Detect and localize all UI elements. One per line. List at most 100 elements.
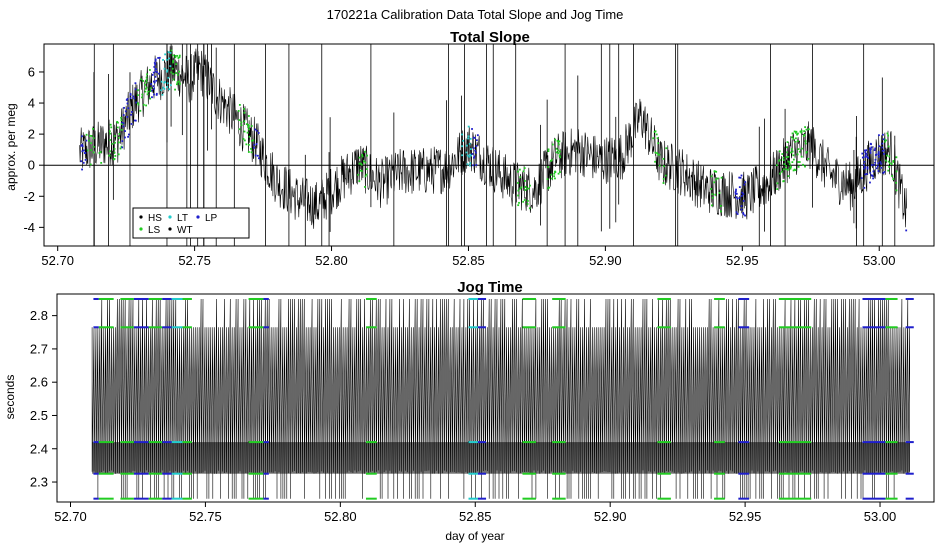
calibration-point-lp bbox=[741, 191, 744, 194]
calibration-point-lp bbox=[866, 167, 869, 170]
calibration-point-ls bbox=[175, 72, 178, 74]
calibration-point-lp bbox=[155, 68, 158, 71]
calibration-point-lp bbox=[872, 177, 875, 180]
jog-point-lp bbox=[162, 497, 172, 500]
calibration-point-ls bbox=[713, 181, 716, 184]
jog-point-ls bbox=[120, 297, 134, 300]
jog-point-ls bbox=[248, 497, 264, 500]
calibration-point-lp bbox=[81, 150, 84, 153]
jog-point-ls bbox=[522, 326, 536, 329]
calibration-point-lp bbox=[81, 145, 84, 148]
legend-marker-lt bbox=[168, 215, 172, 219]
jog-point-ls bbox=[120, 472, 134, 475]
jog-point-ls bbox=[522, 472, 536, 475]
calibration-point-lt bbox=[470, 148, 472, 150]
calibration-point-lp bbox=[133, 119, 136, 122]
calibration-point-ls bbox=[783, 163, 786, 166]
calibration-point-lt bbox=[166, 82, 169, 85]
jog-point-ls bbox=[98, 297, 114, 300]
calibration-point-lp bbox=[882, 138, 885, 141]
calibration-point-ls bbox=[891, 175, 894, 177]
calibration-point-lp bbox=[735, 196, 737, 199]
total-slope-x-axis: 52.70 52.75 52.80 52.85 52.90 52.95 53.00 bbox=[41, 246, 896, 268]
calibration-point-lp bbox=[860, 177, 863, 179]
calibration-point-lp bbox=[154, 75, 157, 78]
calibration-point-ls bbox=[149, 87, 152, 90]
calibration-point-ls bbox=[360, 163, 363, 166]
calibration-point-lp bbox=[864, 173, 867, 176]
calibration-point-lp bbox=[83, 149, 85, 152]
calibration-point-ls bbox=[108, 130, 111, 133]
calibration-point-ls bbox=[803, 134, 806, 136]
calibration-point-lp bbox=[253, 146, 255, 149]
calibration-point-ls bbox=[90, 149, 93, 152]
calibration-point-ls bbox=[518, 201, 520, 204]
calibration-point-ls bbox=[519, 176, 522, 179]
calibration-point-lp bbox=[875, 167, 878, 170]
jog-point-lp bbox=[162, 472, 172, 475]
jog-point-lp bbox=[477, 497, 487, 500]
calibration-point-lt bbox=[160, 89, 163, 92]
calibration-point-ls bbox=[786, 146, 788, 149]
jog-ytick-label: 2.5 bbox=[30, 408, 48, 423]
calibration-point-lp bbox=[150, 89, 153, 92]
calibration-point-ls bbox=[718, 192, 721, 194]
calibration-point-ls bbox=[553, 175, 556, 178]
calibration-point-lp bbox=[158, 56, 161, 59]
total-slope-plot-frame bbox=[43, 43, 935, 247]
calibration-point-ls bbox=[883, 138, 886, 141]
calibration-point-lp bbox=[866, 155, 869, 158]
calibration-point-ls bbox=[242, 138, 245, 140]
calibration-point-ls bbox=[785, 156, 788, 159]
calibration-point-ls bbox=[888, 155, 891, 158]
calibration-point-lt bbox=[469, 164, 471, 167]
calibration-point-lp bbox=[866, 166, 869, 169]
calibration-point-lp bbox=[151, 74, 154, 76]
calibration-point-lp bbox=[878, 155, 880, 158]
calibration-point-lp bbox=[131, 111, 133, 113]
calibration-point-lt bbox=[468, 155, 471, 158]
calibration-point-ls bbox=[357, 173, 360, 176]
calibration-point-lp bbox=[130, 123, 133, 125]
calibration-point-lt bbox=[168, 57, 170, 60]
calibration-point-ls bbox=[140, 78, 142, 81]
calibration-point-ls bbox=[559, 156, 562, 159]
jog-point-ls bbox=[148, 297, 163, 300]
calibration-point-ls bbox=[518, 168, 521, 171]
calibration-point-lp bbox=[877, 151, 880, 153]
calibration-point-ls bbox=[365, 168, 368, 170]
calibration-point-ls bbox=[786, 168, 789, 171]
calibration-point-lp bbox=[476, 134, 479, 137]
jog-time-y-axis: 2.3 2.4 2.5 2.6 2.7 2.8 bbox=[30, 308, 57, 490]
calibration-point-ls bbox=[247, 115, 250, 117]
calibration-point-lp bbox=[153, 81, 156, 84]
calibration-point-lp bbox=[129, 97, 132, 99]
jog-point-ls bbox=[552, 497, 566, 500]
calibration-point-lp bbox=[473, 156, 475, 159]
calibration-point-ls bbox=[517, 189, 520, 192]
calibration-point-ls bbox=[786, 141, 789, 144]
calibration-point-ls bbox=[887, 169, 890, 172]
calibration-point-ls bbox=[145, 76, 148, 79]
jog-xtick-label: 52.90 bbox=[594, 509, 627, 524]
calibration-point-ls bbox=[895, 181, 898, 184]
calibration-point-lp bbox=[738, 186, 741, 189]
calibration-point-ls bbox=[250, 125, 253, 127]
calibration-point-ls bbox=[119, 147, 122, 150]
calibration-point-ls bbox=[170, 71, 173, 74]
jog-time-panel: Jog Time seconds 52.70 52.75 52.80 52.85 52.… bbox=[3, 279, 935, 524]
jog-point-ls bbox=[365, 472, 377, 475]
calibration-point-lt bbox=[169, 84, 172, 87]
calibration-point-lp bbox=[155, 92, 158, 95]
calibration-point-ls bbox=[550, 173, 553, 176]
calibration-point-ls bbox=[790, 148, 793, 150]
calibration-point-ls bbox=[887, 134, 890, 137]
jog-point-ls bbox=[885, 497, 898, 500]
calibration-point-lp bbox=[475, 164, 478, 166]
calibration-point-lp bbox=[124, 136, 126, 139]
calibration-point-ls bbox=[805, 128, 808, 131]
jog-point-ls bbox=[714, 297, 725, 300]
calibration-point-lp bbox=[256, 154, 259, 157]
calibration-point-ls bbox=[804, 140, 807, 143]
calibration-point-ls bbox=[149, 97, 152, 100]
